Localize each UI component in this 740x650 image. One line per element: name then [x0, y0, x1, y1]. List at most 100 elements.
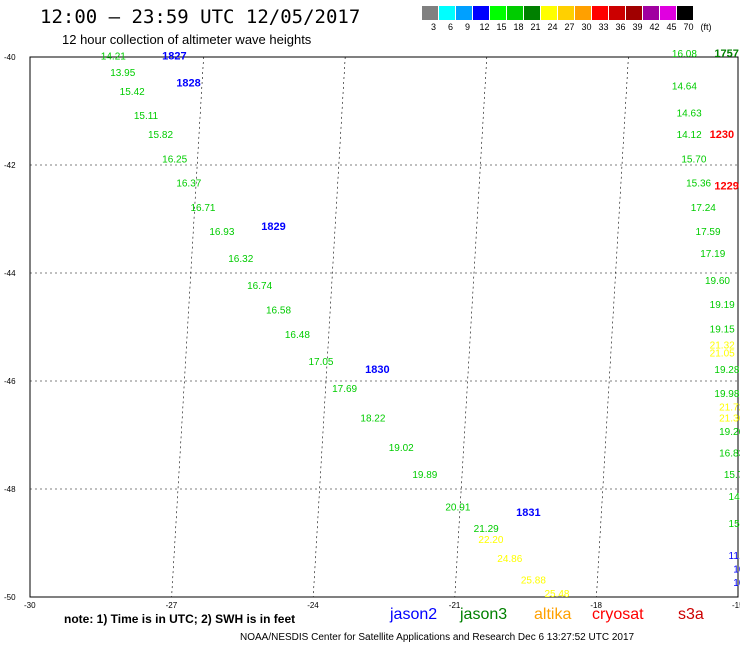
time-label: 1230 [710, 129, 734, 141]
color-swatch-21 [524, 6, 541, 20]
swh-point-altika-east: 21.72 [719, 403, 740, 414]
swh-point-jason3: 19.89 [412, 470, 437, 481]
x-tick-label: -21 [449, 601, 461, 610]
color-swatch-9 [456, 6, 473, 20]
color-label-9: 9 [464, 22, 470, 32]
swh-point-jason3-east: 15.36 [686, 179, 711, 190]
color-label-12: 12 [479, 22, 490, 32]
color-swatch-30 [575, 6, 592, 20]
swh-point-jason3: 16.58 [266, 306, 291, 317]
color-label-27: 27 [564, 22, 575, 32]
time-label: 1830 [365, 364, 389, 376]
color-scale-labels: 3 6 9 12 15 18 21 24 27 30 33 36 39 42 45 70 (ft) [422, 22, 740, 34]
grid-line-lon [596, 56, 629, 598]
y-tick-label: -42 [4, 161, 16, 170]
time-label: 1827 [162, 51, 186, 63]
swh-point-jason3-east: 15.77 [724, 470, 740, 481]
x-tick-label: -15 [732, 601, 740, 610]
swh-point-jason3-east: 19.98 [714, 389, 739, 400]
swh-point-jason3-east: 17.19 [700, 249, 725, 260]
footer-credit: NOAA/NESDIS Center for Satellite Applica… [240, 632, 635, 643]
time-label: 1828 [176, 78, 200, 90]
swh-point-jason3-east: 14.63 [677, 108, 702, 119]
color-swatch-12 [473, 6, 490, 20]
swh-point-altika: 25.48 [544, 589, 569, 600]
swh-point-jason2-east: 10.80 [733, 565, 740, 576]
swh-point-jason3: 16.32 [228, 254, 253, 265]
satellite-jason2: jason2 [390, 606, 438, 623]
satellite-jason3: jason3 [460, 606, 508, 623]
color-label-39: 39 [632, 22, 643, 32]
time-label: 1229 [714, 180, 738, 192]
swh-point-jason3-east: 14.12 [677, 130, 702, 141]
swh-point-altika: 24.86 [497, 554, 522, 565]
swh-point-jason3: 15.11 [134, 111, 159, 122]
y-tick-label: -40 [4, 53, 16, 62]
swh-point-jason3-east: 17.24 [691, 203, 716, 214]
color-label-33: 33 [598, 22, 609, 32]
swh-point-jason3: 19.02 [389, 443, 414, 454]
color-label-21: 21 [530, 22, 541, 32]
color-label-70: 70 [683, 22, 694, 32]
swh-point-jason3: 13.95 [110, 68, 135, 79]
grid-line-lon [454, 56, 488, 598]
swh-point-jason3: 16.37 [176, 179, 201, 190]
color-swatch-15 [490, 6, 507, 20]
swh-point-jason3-east: 16.83 [719, 449, 740, 460]
color-label-45: 45 [666, 22, 677, 32]
x-tick-label: -24 [307, 601, 319, 610]
swh-point-jason3: 15.82 [148, 130, 173, 141]
swh-point-jason3: 16.93 [209, 227, 234, 238]
y-tick-label: -46 [4, 377, 16, 386]
swh-point-jason3: 21.29 [474, 524, 499, 535]
color-label-6: 6 [447, 22, 453, 32]
satellite-cryosat: cryosat [592, 606, 644, 623]
color-label-24: 24 [547, 22, 558, 32]
color-label-3: 3 [430, 22, 436, 32]
swh-point-jason3: 16.25 [162, 154, 187, 165]
swh-point-jason3: 15.42 [120, 87, 145, 98]
swh-point-altika: 25.88 [521, 576, 546, 587]
swh-point-jason3-east: 17.59 [696, 227, 721, 238]
swh-point-altika-east: 21.05 [710, 349, 735, 360]
chart-subtitle: 12 hour collection of altimeter wave hei… [62, 32, 312, 47]
swh-point-jason3: 16.74 [247, 281, 272, 292]
color-label-15: 15 [496, 22, 507, 32]
swh-point-jason3: 16.48 [285, 330, 310, 341]
time-label: 1829 [261, 221, 285, 233]
swh-point-jason3-east: 15.64 [729, 519, 740, 530]
color-scale-unit: (ft) [700, 22, 712, 32]
swh-point-jason3-east: 19.15 [710, 324, 735, 335]
color-swatch-18 [507, 6, 524, 20]
color-swatch-45 [660, 6, 677, 20]
color-label-30: 30 [581, 22, 592, 32]
color-swatch-3 [422, 6, 439, 20]
swh-point-jason3: 17.05 [308, 357, 333, 368]
swh-point-jason2-east: 10.90 [733, 578, 740, 589]
swh-point-jason3: 17.69 [332, 384, 357, 395]
swh-point-altika: 22.20 [478, 535, 503, 546]
time-label: 1831 [516, 507, 540, 519]
swh-point-jason3-east: 19.19 [710, 300, 735, 311]
swh-point-altika-east: 21.32 [710, 341, 735, 352]
time-label: 1757 [714, 48, 738, 60]
swh-point-jason3-east: 19.26 [719, 427, 740, 438]
note-text: note: 1) Time is in UTC; 2) SWH is in fe… [64, 612, 296, 626]
swh-point-jason3: 16.71 [190, 203, 215, 214]
swh-point-jason3-east: 14.64 [672, 81, 697, 92]
swh-point-jason3-east: 19.60 [705, 276, 730, 287]
grid-line-lon [312, 56, 346, 598]
grid-line-lon [171, 56, 204, 598]
color-swatch-27 [558, 6, 575, 20]
color-swatch-33 [592, 6, 609, 20]
y-tick-label: -50 [4, 593, 16, 602]
satellite-altika: altika [534, 606, 572, 623]
color-swatch-42 [643, 6, 660, 20]
plot-frame [29, 56, 739, 598]
y-tick-label: -48 [4, 485, 16, 494]
color-swatch-6 [439, 6, 456, 20]
x-tick-label: -30 [24, 601, 36, 610]
color-swatch-39 [626, 6, 643, 20]
color-swatch-36 [609, 6, 626, 20]
